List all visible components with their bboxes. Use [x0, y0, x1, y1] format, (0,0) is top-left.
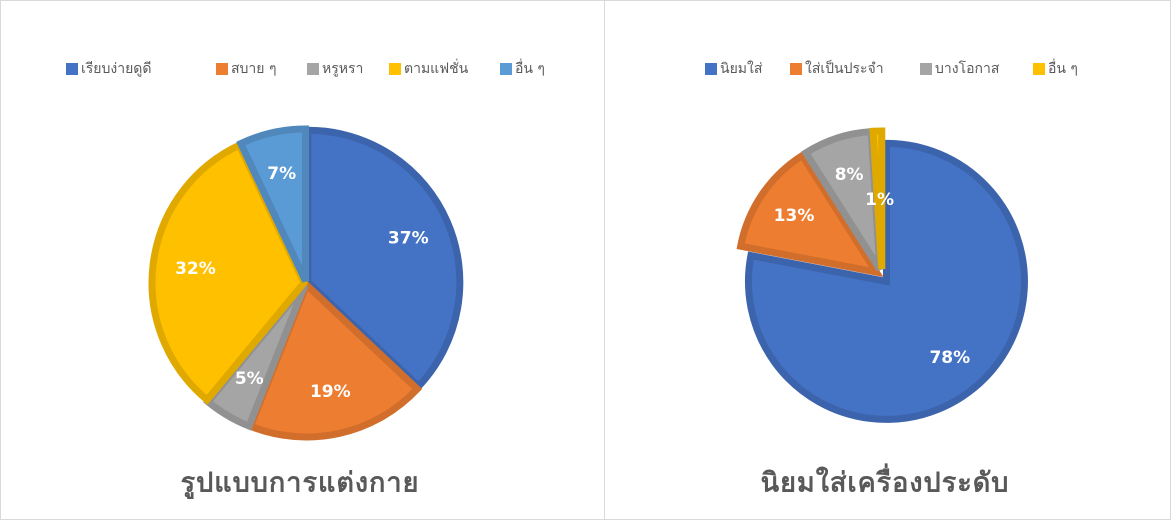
- legend-label: อื่น ๆ: [515, 59, 545, 77]
- legend-swatch: [66, 63, 78, 75]
- chart-title: นิยมใส่เครื่องประดับ: [761, 463, 1010, 499]
- legend-swatch: [307, 63, 319, 75]
- legend-label: บางโอกาส: [935, 60, 1000, 77]
- legend-label: หรูหรา: [322, 61, 363, 77]
- data-label: 7%: [267, 164, 296, 184]
- pie-slice: [869, 127, 886, 270]
- legend-swatch: [500, 63, 512, 75]
- legend-label: เรียบง่ายดูดี: [81, 61, 151, 77]
- data-label: 13%: [774, 206, 815, 226]
- data-label: 32%: [175, 259, 216, 279]
- data-label: 8%: [835, 165, 864, 185]
- pie-slice: [304, 126, 464, 392]
- legend-swatch: [790, 63, 802, 75]
- legend-label: อื่น ๆ: [1048, 59, 1078, 77]
- data-label: 19%: [310, 382, 351, 402]
- legend-swatch: [389, 63, 401, 75]
- legend-swatch: [216, 63, 228, 75]
- data-label: 1%: [865, 190, 894, 210]
- pie-slice: [148, 140, 309, 405]
- legend-label: ตามแฟชั่น: [404, 59, 469, 77]
- legend-label: นิยมใส่: [720, 60, 763, 77]
- pie-slice: [744, 139, 1028, 423]
- data-label: 5%: [235, 369, 264, 389]
- legend-swatch: [920, 63, 932, 75]
- data-label: 37%: [388, 229, 429, 249]
- chart-title: รูปแบบการแต่งกาย: [181, 468, 420, 500]
- pie-slice: [736, 150, 884, 278]
- legend-swatch: [705, 63, 717, 75]
- legend-swatch: [1033, 63, 1045, 75]
- legend-label: ใส่เป็นประจำ: [805, 59, 884, 77]
- pie-slice: [236, 125, 310, 283]
- data-label: 78%: [929, 348, 970, 368]
- legend-label: สบาย ๆ: [231, 61, 276, 77]
